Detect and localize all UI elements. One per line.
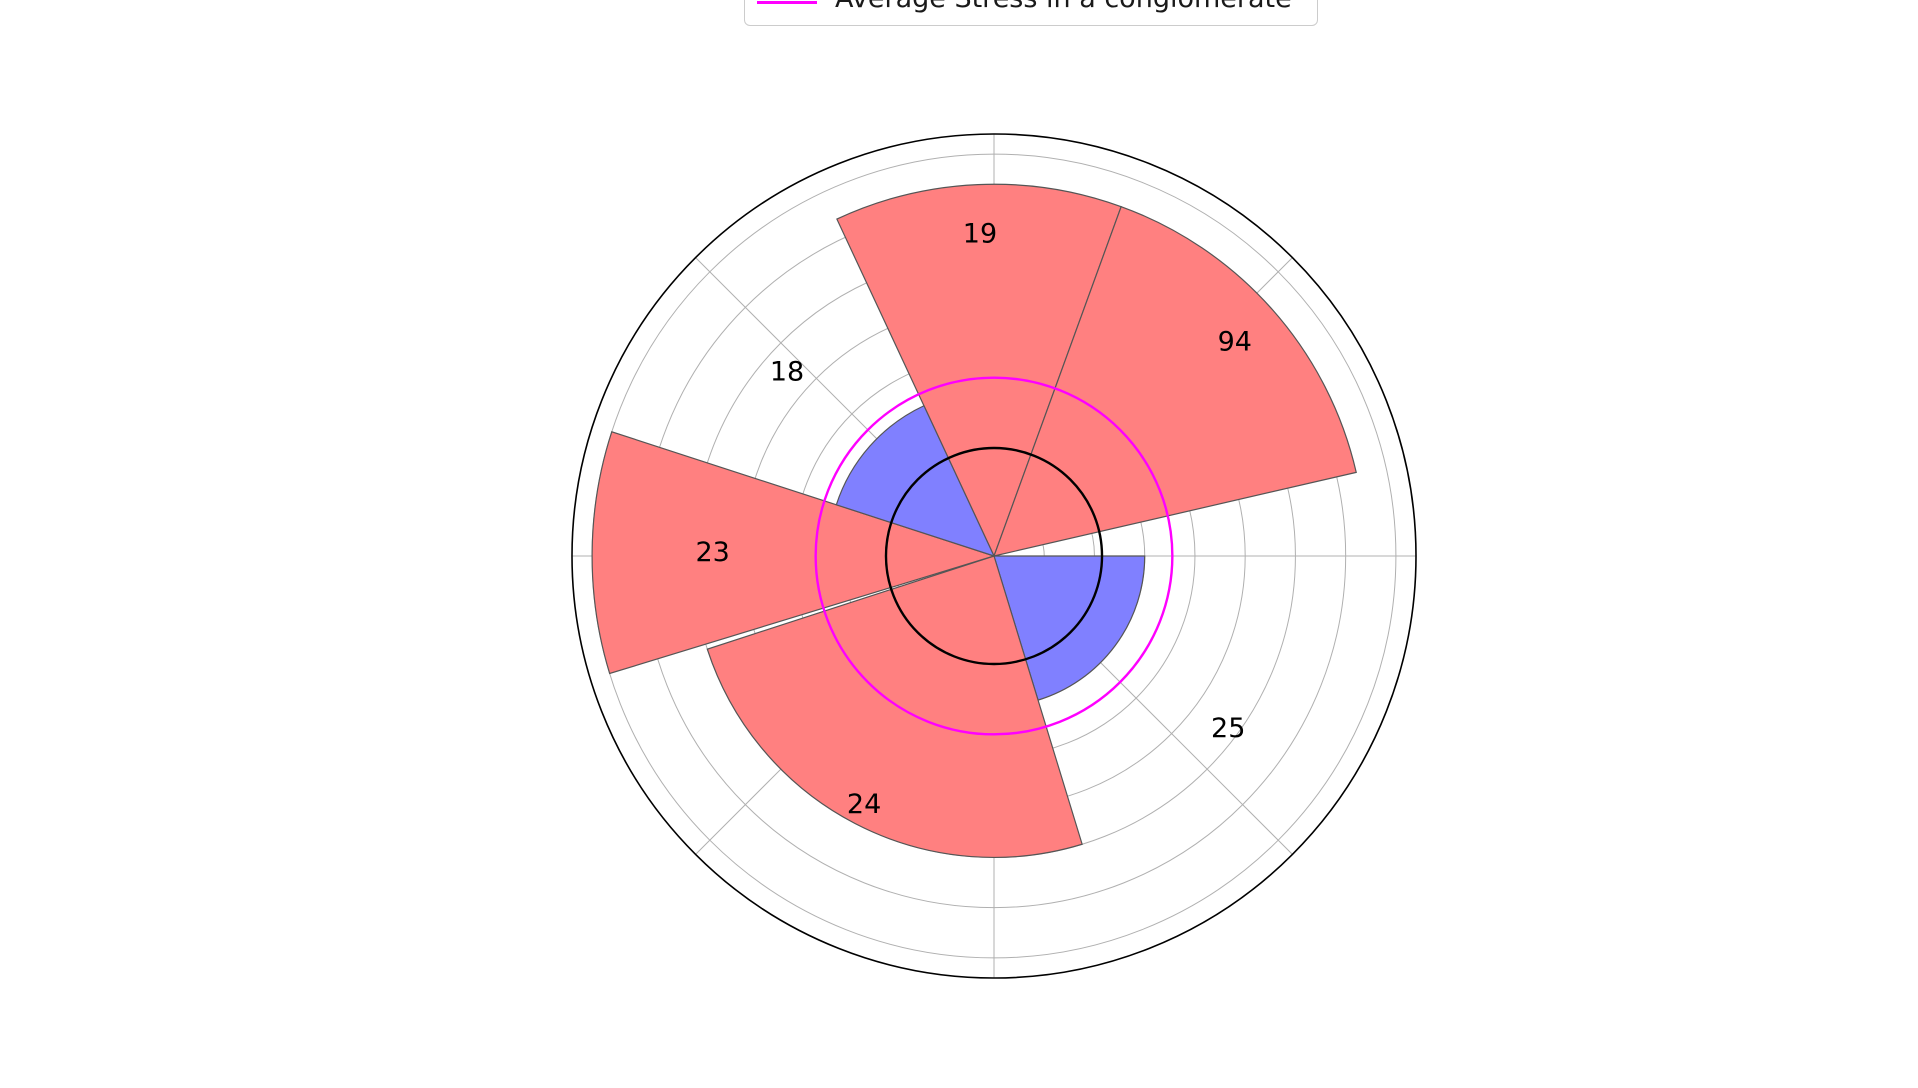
- polar-outer-ring: [571, 133, 1417, 979]
- bar-label-94: 94: [1218, 326, 1252, 357]
- legend: Average Stress in a conglomerate: [744, 0, 1318, 26]
- reference-circle-0: [814, 376, 1174, 736]
- bars-group: [591, 183, 1357, 858]
- reference-circles: [814, 376, 1174, 736]
- bar-label-19: 19: [963, 218, 997, 249]
- bar-94: [993, 205, 1357, 557]
- bar-19: [836, 183, 1122, 558]
- legend-swatch: [757, 1, 817, 4]
- bar-label-18: 18: [770, 356, 804, 387]
- legend-label: Average Stress in a conglomerate: [835, 0, 1292, 14]
- bar-labels: 19 94 25 24 23 18: [695, 218, 1251, 820]
- bar-24: [706, 555, 1083, 858]
- bar-label-23: 23: [695, 537, 729, 568]
- bar-23: [591, 431, 996, 675]
- bar-label-24: 24: [847, 789, 881, 820]
- bar-label-25: 25: [1211, 713, 1245, 744]
- reference-circle-1: [884, 446, 1104, 666]
- bar-25: [993, 555, 1146, 701]
